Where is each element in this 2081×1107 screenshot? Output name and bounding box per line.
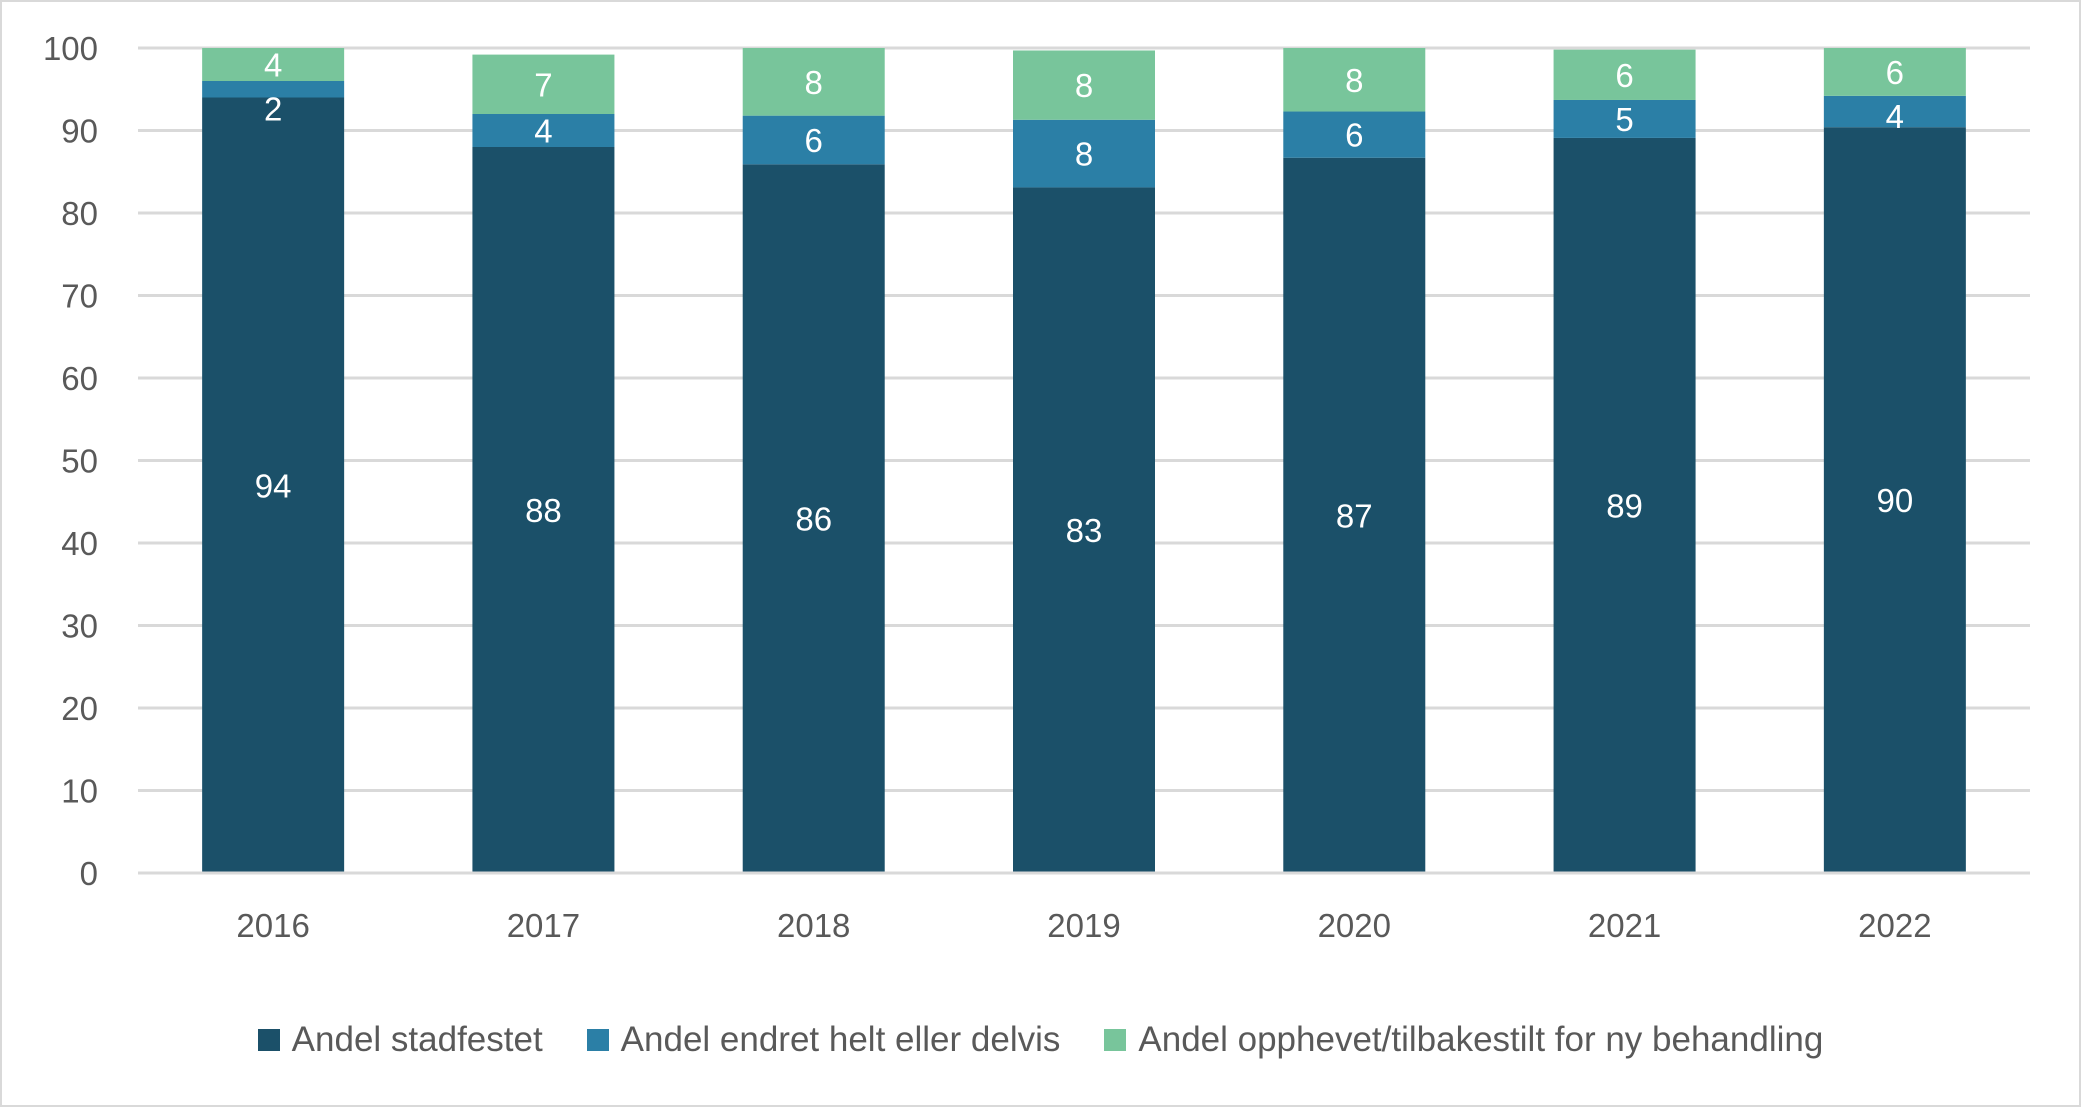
x-tick-label: 2022 bbox=[1858, 907, 1931, 944]
legend-label: Andel stadfestet bbox=[291, 1020, 543, 1059]
data-label: 5 bbox=[1615, 101, 1633, 138]
data-label: 4 bbox=[1886, 98, 1904, 135]
x-tick-label: 2017 bbox=[507, 907, 580, 944]
data-label: 90 bbox=[1876, 482, 1913, 519]
y-tick-label: 30 bbox=[61, 608, 98, 645]
y-tick-label: 80 bbox=[61, 195, 98, 232]
bar-segment bbox=[202, 48, 345, 81]
bar-segment bbox=[742, 115, 885, 165]
data-label: 8 bbox=[1345, 62, 1363, 99]
legend: Andel stadfestet Andel endret helt eller… bbox=[0, 1020, 2081, 1060]
legend-item-endret: Andel endret helt eller delvis bbox=[586, 1020, 1061, 1060]
x-tick-label: 2018 bbox=[777, 907, 850, 944]
legend-swatch bbox=[257, 1029, 280, 1051]
bar-segment bbox=[202, 97, 345, 873]
bar-segment bbox=[1823, 127, 1966, 873]
bar-segment bbox=[472, 147, 615, 873]
legend-item-stadfestet: Andel stadfestet bbox=[257, 1020, 543, 1060]
bar-segment bbox=[472, 114, 615, 147]
x-tick-label: 2021 bbox=[1588, 907, 1661, 944]
data-label: 4 bbox=[264, 47, 282, 84]
bar-segment bbox=[742, 164, 885, 873]
bar-segment bbox=[742, 48, 885, 116]
bar-segment bbox=[1283, 111, 1426, 158]
y-tick-label: 90 bbox=[61, 113, 98, 150]
data-label: 86 bbox=[795, 501, 832, 538]
bar-segment bbox=[1013, 187, 1155, 874]
x-tick-label: 2016 bbox=[236, 907, 309, 944]
bar-segment bbox=[1283, 157, 1426, 874]
legend-label: Andel opphevet/tilbakestilt for ny behan… bbox=[1138, 1020, 1824, 1059]
data-label: 6 bbox=[1886, 54, 1904, 91]
data-label: 83 bbox=[1066, 512, 1103, 549]
y-tick-label: 40 bbox=[61, 525, 98, 562]
bar-segment bbox=[1823, 95, 1966, 128]
y-tick-label: 100 bbox=[43, 30, 98, 67]
x-tick-label: 2019 bbox=[1047, 907, 1120, 944]
data-label: 8 bbox=[805, 64, 823, 101]
legend-label: Andel endret helt eller delvis bbox=[620, 1020, 1061, 1059]
data-label: 4 bbox=[534, 113, 552, 150]
data-label: 8 bbox=[1075, 67, 1093, 104]
data-label: 6 bbox=[805, 122, 823, 159]
data-label: 6 bbox=[1615, 57, 1633, 94]
bar-segment bbox=[1823, 48, 1966, 96]
bar-segment bbox=[472, 54, 615, 114]
bar-segment bbox=[1013, 50, 1155, 120]
y-tick-label: 70 bbox=[61, 278, 98, 315]
data-label: 6 bbox=[1345, 117, 1363, 154]
bar-segment bbox=[1553, 137, 1696, 874]
data-label: 88 bbox=[525, 492, 562, 529]
bar-segment bbox=[1553, 99, 1696, 138]
data-label: 2 bbox=[264, 91, 282, 128]
x-tick-label: 2020 bbox=[1318, 907, 1391, 944]
bar-segment bbox=[1553, 49, 1696, 100]
bar-segment bbox=[1283, 48, 1426, 112]
bar-segment bbox=[202, 81, 345, 98]
legend-swatch bbox=[586, 1029, 609, 1051]
data-label: 7 bbox=[534, 66, 552, 103]
data-label: 8 bbox=[1075, 136, 1093, 173]
y-tick-label: 0 bbox=[80, 855, 98, 892]
y-tick-label: 50 bbox=[61, 443, 98, 480]
y-tick-label: 20 bbox=[61, 690, 98, 727]
data-label: 94 bbox=[255, 467, 292, 504]
data-label: 89 bbox=[1606, 487, 1643, 524]
y-tick-label: 60 bbox=[61, 360, 98, 397]
bar-segment bbox=[1013, 119, 1155, 188]
legend-item-opphevet: Andel opphevet/tilbakestilt for ny behan… bbox=[1104, 1020, 1823, 1060]
y-tick-label: 10 bbox=[61, 773, 98, 810]
legend-swatch bbox=[1104, 1029, 1127, 1051]
data-label: 87 bbox=[1336, 497, 1373, 534]
